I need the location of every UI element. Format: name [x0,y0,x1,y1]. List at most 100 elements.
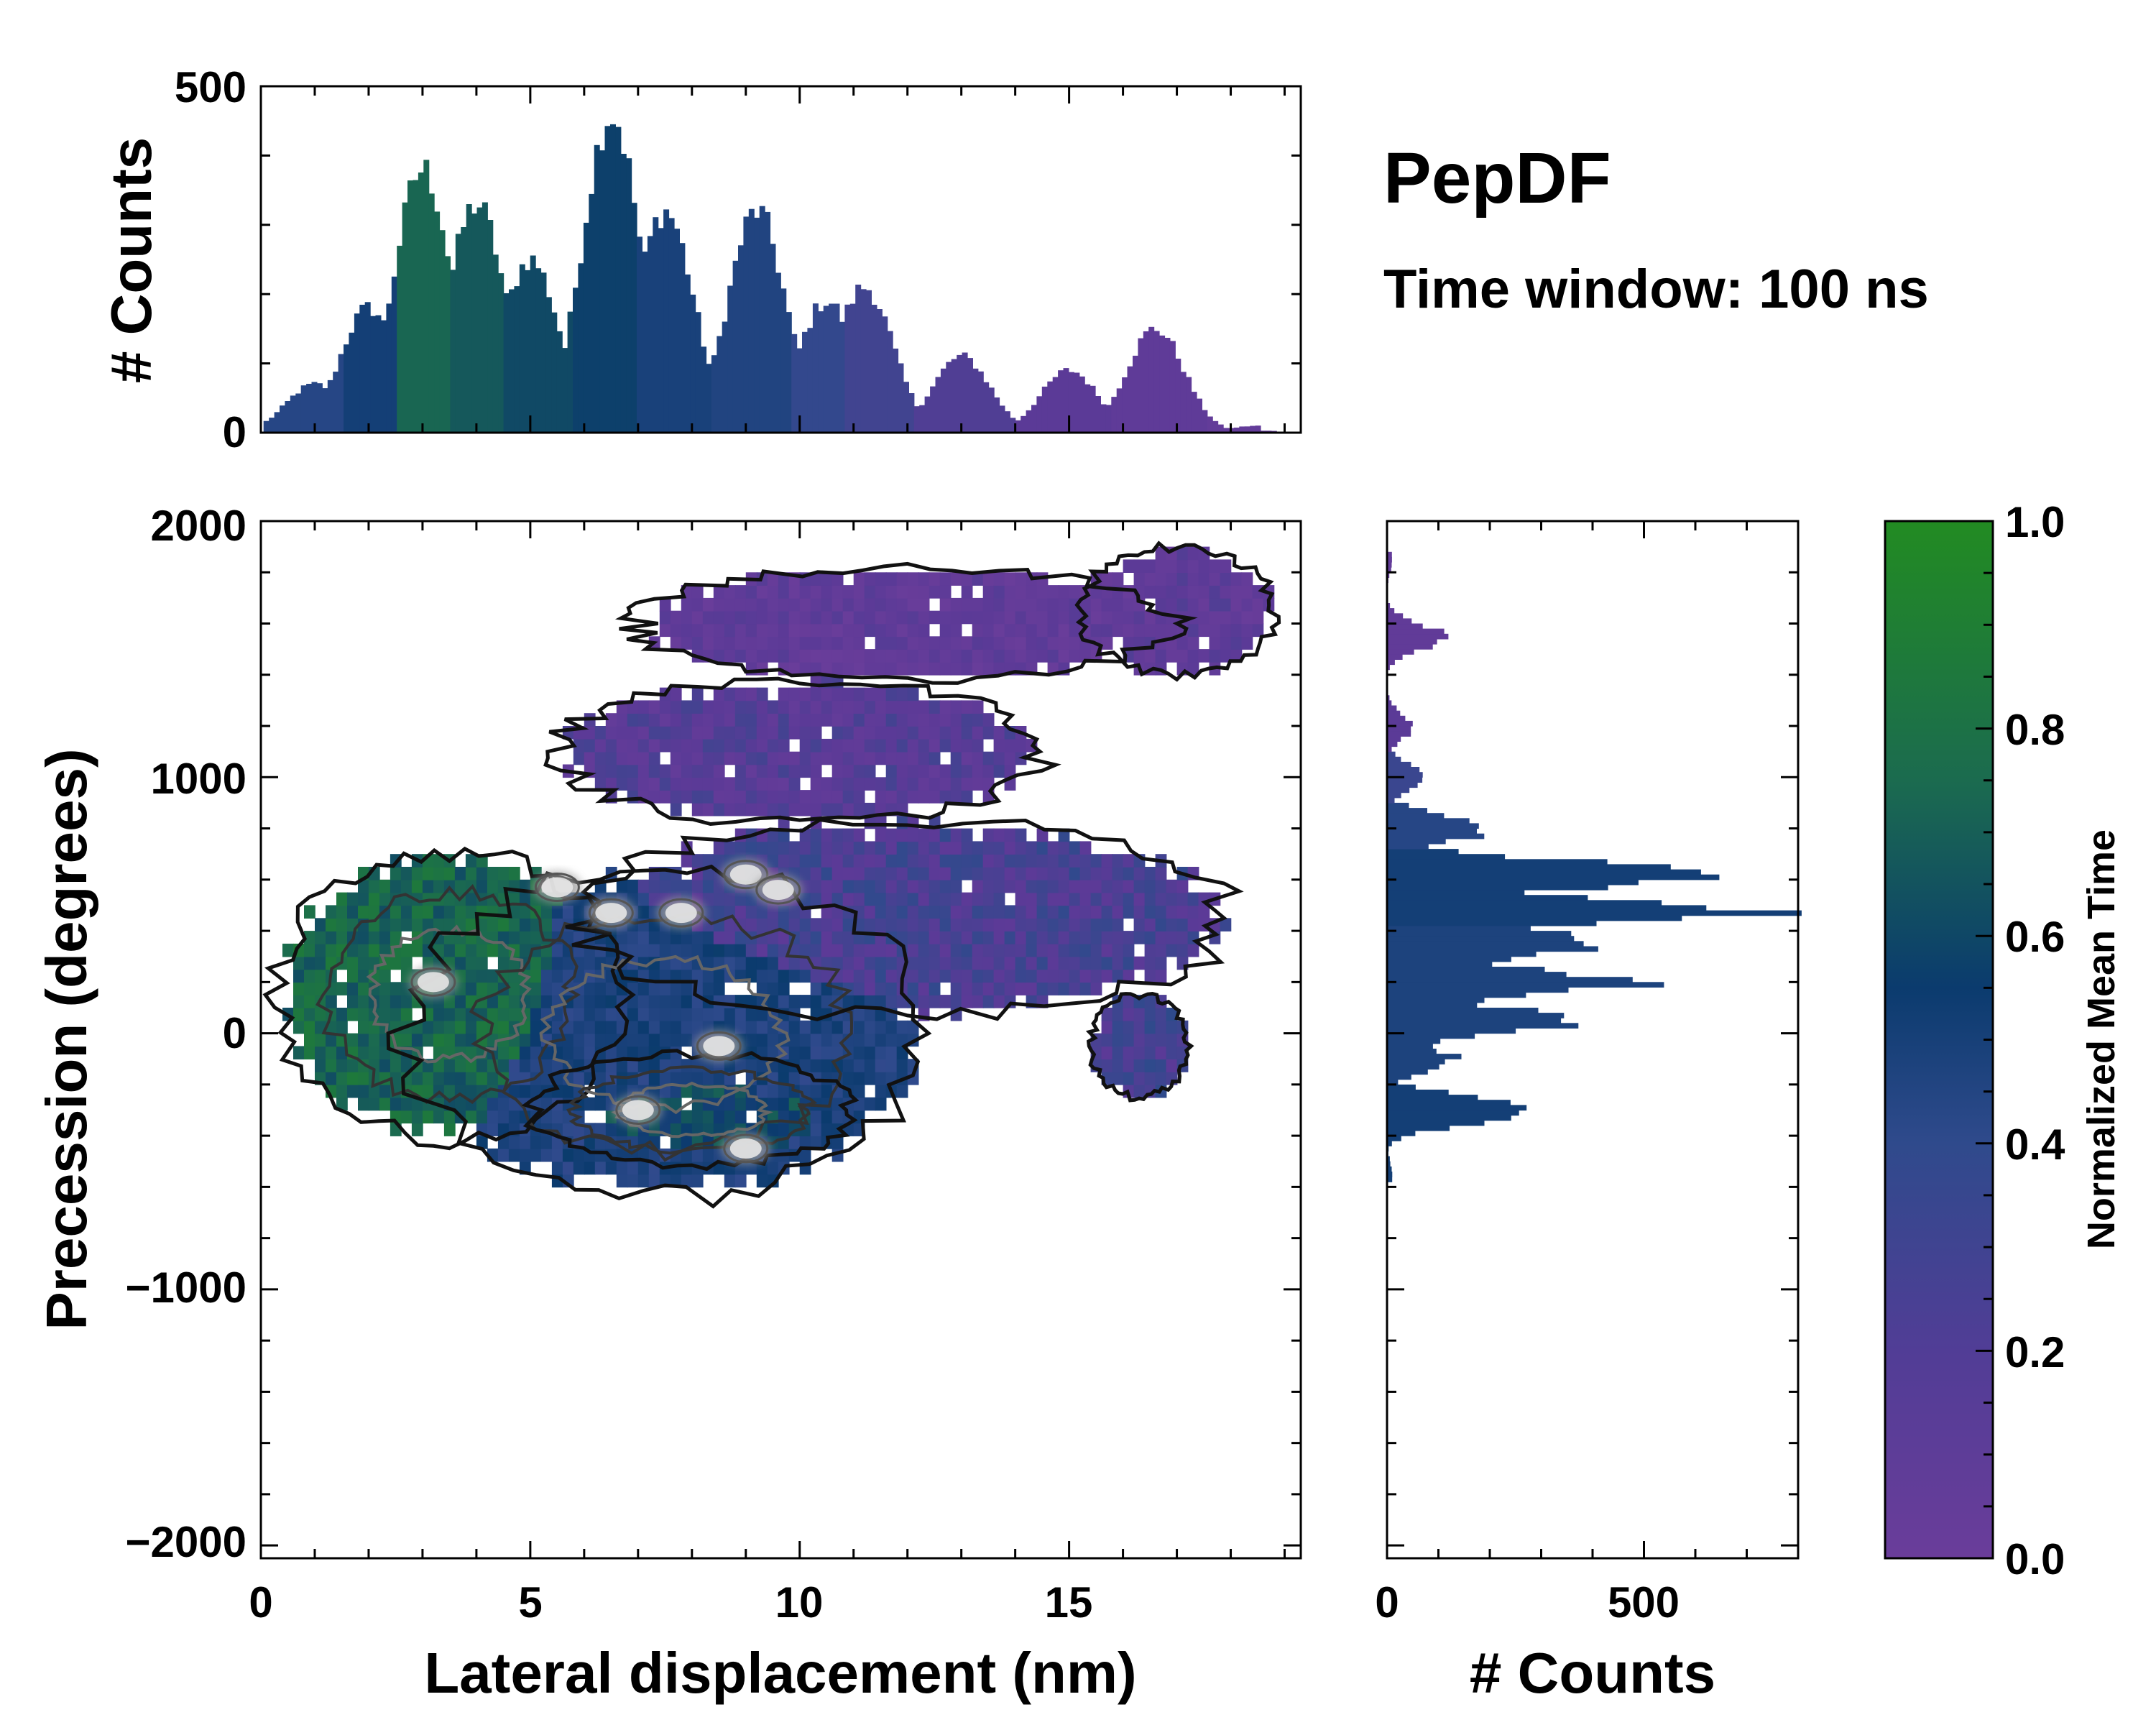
heatmap-cell [745,1008,757,1021]
heatmap-cell [875,1008,887,1021]
heatmap-cell [540,918,553,932]
heatmap-cell [929,700,941,714]
heatmap-cell [864,867,876,880]
heatmap-cell [864,1020,876,1034]
heatmap-cell [487,1110,499,1124]
heatmap-cell [896,764,908,778]
top-histogram-ylabel: # Counts [99,137,163,383]
heatmap-cell [993,995,1005,1008]
top-histogram-bar [802,331,808,433]
heatmap-cell [767,623,779,638]
heatmap-cell [454,969,466,983]
right-histogram-bar [1387,1008,1539,1013]
right-histogram-bar [1387,623,1423,630]
right-histogram-bar [1387,638,1437,645]
heatmap-cell [1004,738,1016,753]
right-histogram-bar [1387,895,1588,901]
heatmap-cell [939,662,952,676]
heatmap-cell [336,1072,348,1085]
heatmap-cell [1176,585,1189,599]
heatmap-cell [767,982,779,995]
heatmap-cell [326,1046,337,1059]
heatmap-cell [1090,610,1102,625]
heatmap-cell [831,751,844,765]
heatmap-cell [918,713,930,727]
heatmap-cell [734,1059,747,1072]
top-histogram-bar [866,290,872,433]
top-histogram-bar [834,303,840,433]
heatmap-cell [497,1059,510,1072]
heatmap-cell [724,1110,736,1124]
heatmap-cell [400,1059,413,1072]
top-histogram-bar [349,332,355,433]
main-xtick-10: 10 [775,1578,824,1627]
heatmap-cell [831,700,844,714]
heatmap-cell [1155,879,1167,893]
heatmap-cell [875,1046,887,1059]
heatmap-cell [734,841,747,855]
heatmap-cell [885,918,898,932]
heatmap-cell [756,1020,768,1034]
heatmap-cell [1090,982,1102,995]
heatmap-cell [1004,636,1016,650]
top-histogram-bar [364,302,371,433]
heatmap-cell [810,572,822,586]
heatmap-cell [637,1020,650,1034]
heatmap-cell [358,1020,369,1034]
heatmap-cell [605,726,617,740]
right-histogram-bar [1387,951,1537,957]
top-histogram-bar [668,218,675,433]
heatmap-cell [756,777,768,791]
right-histogram-bar [1387,1125,1450,1131]
heatmap-cell [368,943,380,957]
heatmap-cell [1069,918,1081,932]
right-histogram-bar [1387,956,1511,962]
heatmap-cell [637,700,650,714]
heatmap-cell [1123,597,1135,612]
heatmap-cell [907,918,919,932]
heatmap-cell [875,815,887,829]
top-histogram-bar [898,363,904,433]
heatmap-cell [950,777,962,791]
top-histogram-bar [674,229,680,433]
right-histogram-bar [1387,823,1479,829]
heatmap-cell [939,943,952,957]
main-heatmap-ticks [259,520,1301,1558]
right-histogram-bar [1387,772,1423,778]
heatmap-cell [907,764,919,778]
heatmap-cell [788,956,801,970]
heatmap-cell [1026,931,1038,944]
heatmap-cell [347,1072,359,1085]
heatmap-cell [497,1008,510,1021]
heatmap-cell [454,905,466,919]
heatmap-cell [1123,1072,1135,1085]
heatmap-cell [745,700,757,714]
heatmap-cell [573,1148,585,1162]
heatmap-cell [896,1020,908,1034]
top-histogram-bar [482,202,488,433]
top-histogram-bar [1233,427,1240,433]
heatmap-cell [756,969,768,983]
top-ytick-500: 500 [175,63,247,111]
heatmap-cell [1155,969,1167,983]
heatmap-cell [326,1033,337,1047]
heatmap-cell [465,982,477,995]
top-histogram-bar [514,286,520,433]
heatmap-cell [1112,905,1124,919]
heatmap-cell [896,777,908,791]
heatmap-cell [853,892,865,906]
heatmap-cell [1198,597,1210,612]
heatmap-cell [476,1072,488,1085]
heatmap-cell [1015,867,1027,880]
heatmap-cell [885,777,898,791]
heatmap-cell [681,1084,693,1098]
heatmap-cell [929,854,941,868]
heatmap-cell [713,777,725,791]
heatmap-cell [304,1033,315,1047]
right-histogram-bar [1387,1049,1437,1054]
heatmap-cell [648,1072,660,1085]
heatmap-cell [1123,943,1135,957]
heatmap-cell [1123,854,1135,868]
heatmap-cell [875,713,887,727]
heatmap-cell [810,867,822,880]
